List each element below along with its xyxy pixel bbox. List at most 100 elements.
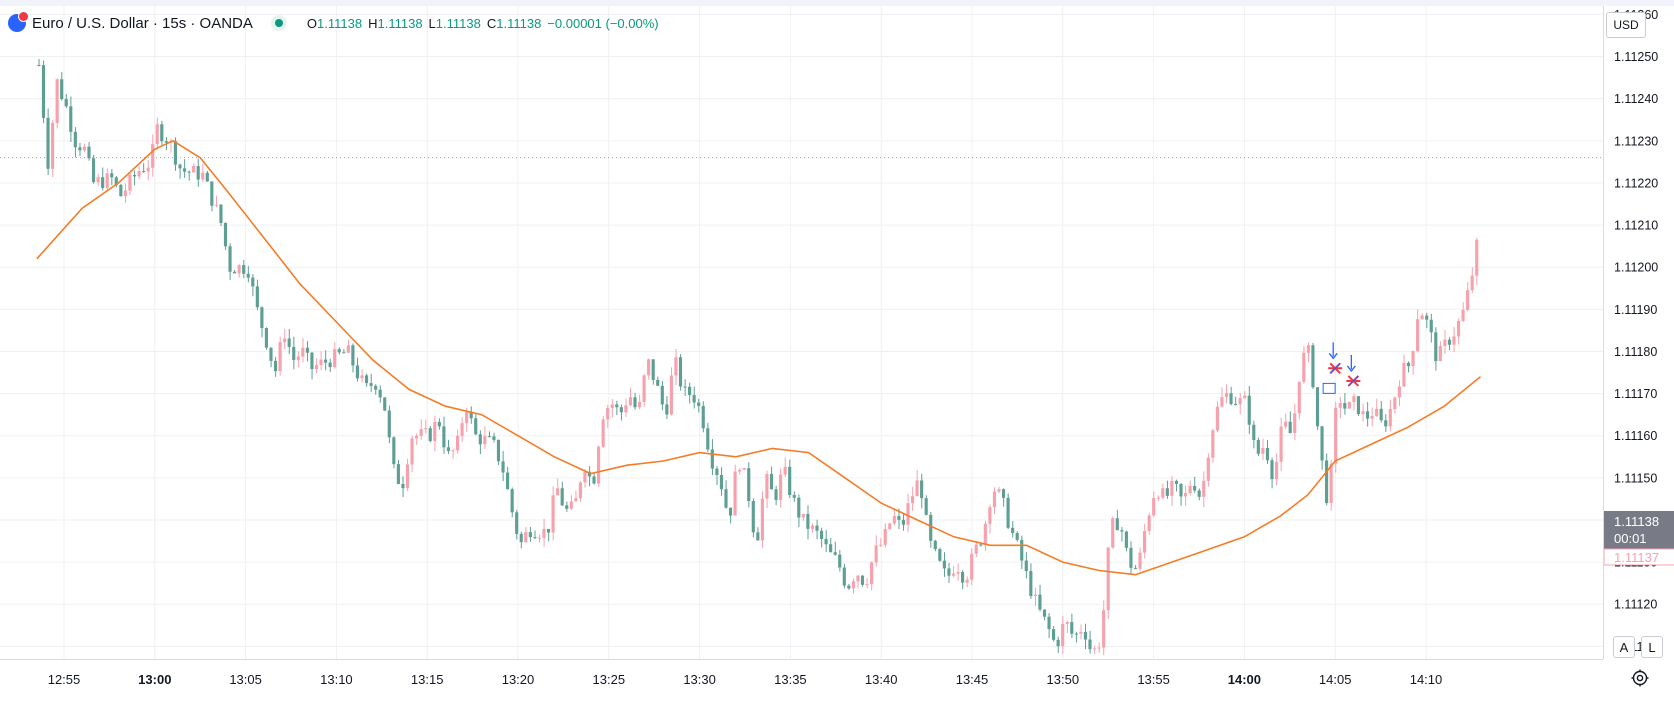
- market-status-icon[interactable]: [270, 15, 287, 31]
- time-axis[interactable]: 12:55 13:00 13:05 13:10 13:15 13:20 13:25 13:30…: [0, 659, 1603, 697]
- bar-countdown: 00:01: [1614, 531, 1647, 546]
- candle-body: [601, 419, 605, 447]
- candle-body: [1001, 489, 1006, 498]
- candle-body: [533, 537, 537, 539]
- candle-body: [301, 347, 305, 357]
- candle-body: [806, 513, 810, 529]
- candle-body: [851, 581, 855, 589]
- price-axis[interactable]: 1.112601.112501.112401.112301.112201.112…: [1603, 6, 1674, 659]
- candle-body: [496, 439, 501, 462]
- candle-body: [173, 141, 178, 165]
- price-tick-label: 1.11180: [1614, 345, 1657, 359]
- candle-body: [1179, 483, 1183, 497]
- candle-body: [1334, 407, 1338, 464]
- candle-body: [674, 357, 678, 376]
- candle-body: [819, 530, 824, 539]
- time-tick-label: 13:05: [229, 672, 262, 687]
- candle-body: [765, 473, 769, 499]
- time-tick-label: 13:45: [956, 672, 989, 687]
- candle-body: [906, 503, 910, 525]
- candle-body: [578, 482, 582, 499]
- candle-body: [1092, 648, 1097, 650]
- currency-button[interactable]: USD: [1606, 12, 1646, 38]
- candle-body: [346, 345, 350, 353]
- candle-body: [405, 464, 410, 489]
- time-tick-label: 13:10: [320, 672, 353, 687]
- gear-icon[interactable]: [1630, 668, 1650, 688]
- candle-body: [69, 106, 73, 132]
- candle-body: [583, 471, 587, 483]
- candle-body: [1115, 518, 1119, 531]
- candle-body: [1083, 631, 1088, 640]
- chart-pane[interactable]: [0, 6, 1603, 659]
- candle-body: [1384, 420, 1388, 427]
- candle-body: [1356, 396, 1361, 415]
- auto-scale-button[interactable]: A: [1613, 636, 1635, 658]
- time-tick-label: 14:00: [1228, 672, 1261, 687]
- candle-body: [46, 117, 50, 169]
- price-chart[interactable]: [0, 6, 1603, 659]
- candle-body: [860, 575, 865, 585]
- symbol-title[interactable]: Euro / U.S. Dollar · 15s · OANDA: [32, 14, 253, 32]
- candle-body: [879, 544, 883, 546]
- candle-body: [292, 346, 296, 361]
- candle-body: [1297, 381, 1301, 414]
- previous-close-tag: 1.11137: [1603, 548, 1674, 566]
- candle-body: [733, 471, 737, 516]
- candle-body: [410, 438, 414, 465]
- candle-body: [455, 435, 460, 451]
- top-strip: [0, 0, 1674, 6]
- candle-body: [551, 495, 555, 533]
- candle-body: [1338, 403, 1342, 408]
- candle-body: [114, 177, 118, 185]
- candle-body: [314, 364, 319, 370]
- candle-body: [942, 560, 946, 569]
- candle-body: [688, 386, 692, 396]
- candle-body: [1288, 421, 1292, 434]
- candle-body: [1138, 552, 1142, 569]
- candle-body: [1434, 332, 1438, 362]
- candle-body: [278, 342, 282, 372]
- change-value: −0.00001 (−0.00%): [547, 15, 659, 31]
- candle-body: [1238, 398, 1242, 405]
- candle-body: [474, 418, 478, 435]
- candle-body: [656, 379, 660, 386]
- log-scale-button[interactable]: L: [1641, 636, 1663, 658]
- candle-body: [1220, 397, 1224, 407]
- candle-body: [961, 572, 965, 583]
- candle-body: [1252, 424, 1256, 441]
- candle-body: [810, 525, 815, 529]
- candle-body: [1224, 393, 1229, 398]
- candle-body: [933, 540, 937, 550]
- candle-body: [214, 204, 218, 206]
- candle-body: [983, 523, 987, 545]
- candle-body: [874, 545, 878, 563]
- candle-body: [965, 579, 969, 583]
- candle-body: [446, 447, 451, 452]
- candle-body: [142, 170, 146, 172]
- candle-body: [506, 472, 510, 490]
- candle-body: [360, 375, 364, 379]
- candle-body: [1143, 530, 1147, 553]
- candle-body: [1325, 460, 1329, 504]
- candle-body: [742, 468, 746, 470]
- candle-body: [401, 483, 405, 489]
- candle-body: [692, 395, 696, 403]
- candle-body: [164, 141, 168, 143]
- time-tick-label: 13:30: [683, 672, 716, 687]
- candle-body: [1215, 406, 1219, 431]
- candle-body: [1161, 488, 1165, 498]
- candle-body: [1211, 430, 1215, 458]
- candle-body: [1411, 351, 1415, 367]
- candle-body: [41, 65, 46, 118]
- candle-body: [1120, 530, 1124, 532]
- candle-body: [697, 402, 701, 406]
- candle-body: [1033, 594, 1037, 597]
- candle-body: [1056, 639, 1060, 647]
- candle-body: [1475, 239, 1479, 276]
- candle-body: [137, 170, 141, 177]
- candle-body: [1102, 610, 1106, 648]
- time-tick-label: 13:00: [138, 672, 171, 687]
- candle-body: [1024, 560, 1028, 572]
- candle-body: [979, 544, 983, 546]
